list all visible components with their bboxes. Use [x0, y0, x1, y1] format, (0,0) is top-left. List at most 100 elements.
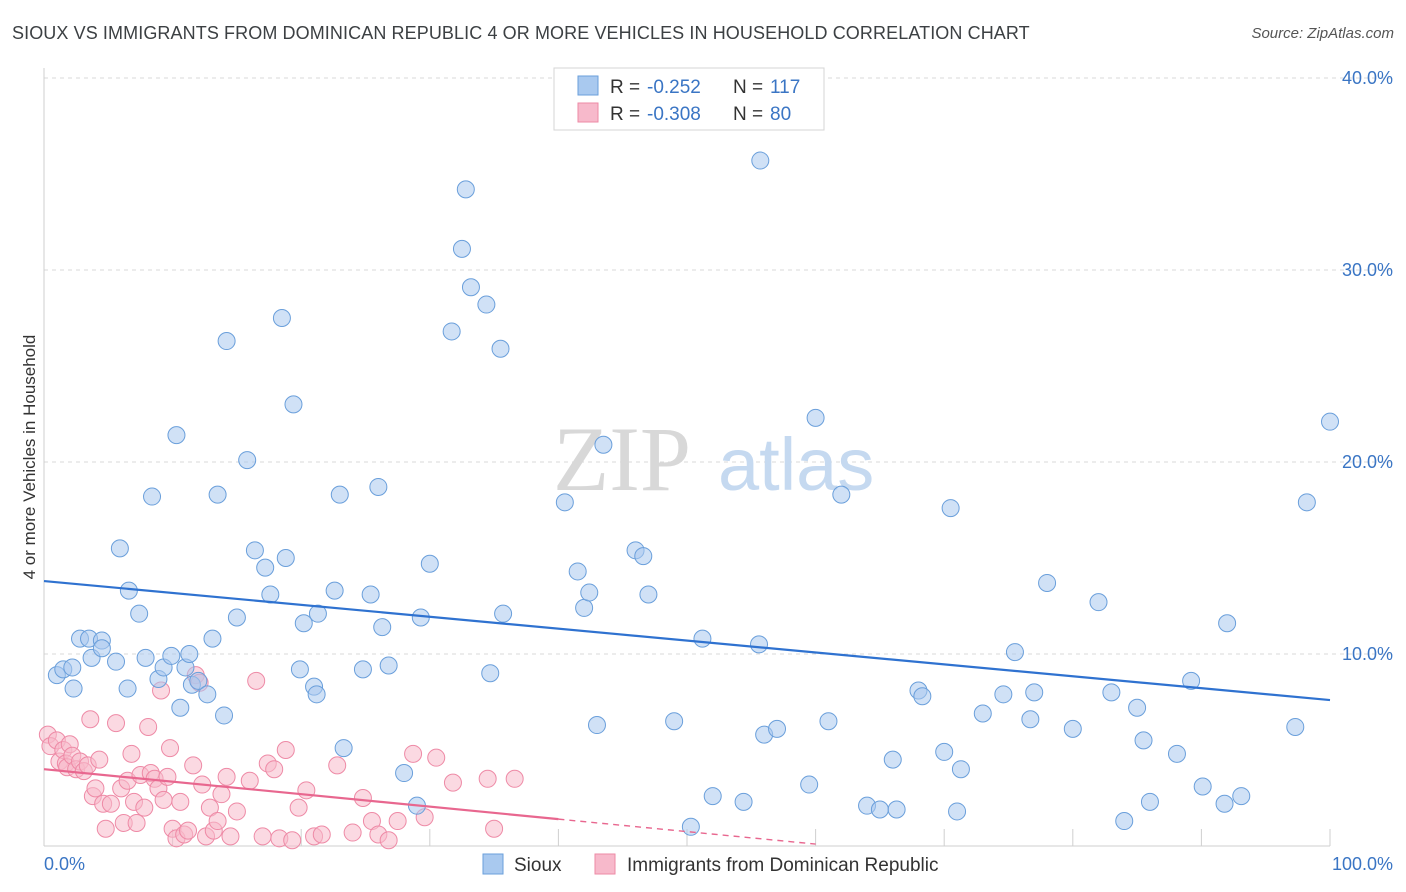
data-point-sioux [477, 295, 496, 314]
data-point-sioux [913, 687, 932, 706]
data-point-dominican-republic [388, 812, 407, 831]
data-point-dominican-republic [379, 831, 398, 850]
data-point-sioux [1102, 683, 1121, 702]
legend-frame [553, 67, 825, 131]
data-point-dominican-republic [221, 827, 240, 846]
data-point-sioux [1025, 683, 1044, 702]
data-point-sioux [870, 800, 889, 819]
series-dominican-republic [38, 666, 524, 850]
data-point-sioux [1140, 792, 1159, 811]
bottom-legend: Sioux Immigrants from Dominican Republic [482, 853, 939, 876]
data-point-sioux [130, 604, 149, 623]
data-point-sioux [1182, 671, 1201, 690]
data-point-dominican-republic [312, 825, 331, 844]
data-point-sioux [941, 499, 960, 518]
data-point-sioux [973, 704, 992, 723]
data-point-sioux [1021, 710, 1040, 729]
data-point-sioux [1321, 412, 1339, 431]
data-point-sioux [734, 792, 753, 811]
bottom-legend-swatch-sioux [482, 853, 504, 875]
data-point-sioux [92, 639, 111, 658]
data-point-sioux [227, 608, 246, 627]
data-point-sioux [1215, 794, 1234, 813]
data-point-dominican-republic [101, 794, 120, 813]
data-point-sioux [750, 635, 769, 654]
y-tick-label: 40.0% [1342, 68, 1393, 88]
data-point-sioux [935, 742, 954, 761]
data-point-dominican-republic [443, 773, 462, 792]
data-point-dominican-republic [184, 756, 203, 775]
data-point-dominican-republic [227, 802, 246, 821]
data-point-sioux [442, 322, 461, 341]
data-point-sioux [665, 712, 684, 731]
legend-r-label: R = [610, 104, 640, 125]
data-point-sioux [594, 435, 613, 454]
legend-swatch-dominican-republic [577, 102, 599, 123]
data-point-dominican-republic [122, 744, 141, 763]
data-point-sioux [1286, 717, 1305, 736]
data-point-sioux [703, 787, 722, 806]
data-point-sioux [284, 395, 303, 414]
data-point-sioux [256, 558, 275, 577]
data-point-sioux [107, 652, 126, 671]
data-point-sioux [1115, 812, 1134, 831]
x-tick-label-100: 100.0% [1332, 854, 1393, 874]
data-point-sioux [639, 585, 658, 604]
data-point-sioux [634, 547, 653, 566]
data-point-sioux [1038, 573, 1057, 592]
data-point-sioux [308, 604, 327, 623]
data-point-dominican-republic [478, 769, 497, 788]
data-point-dominican-republic [139, 717, 158, 736]
data-point-sioux [198, 685, 217, 704]
data-point-dominican-republic [81, 710, 100, 729]
data-point-sioux [143, 487, 162, 506]
data-point-sioux [330, 485, 349, 504]
data-point-dominican-republic [343, 823, 362, 842]
data-point-dominican-republic [283, 831, 302, 850]
data-point-sioux [587, 716, 606, 735]
data-point-dominican-republic [179, 821, 198, 840]
data-point-sioux [353, 660, 372, 679]
data-point-sioux [948, 802, 967, 821]
data-point-sioux [217, 332, 236, 351]
data-point-sioux [1089, 593, 1108, 612]
data-point-dominican-republic [276, 741, 295, 759]
data-point-dominican-republic [135, 798, 154, 817]
y-axis-tick-labels: 10.0% 20.0% 30.0% 40.0% [1342, 68, 1393, 664]
data-point-sioux [325, 581, 344, 600]
watermark: ZIP atlas [553, 408, 874, 510]
data-point-sioux [681, 817, 700, 836]
data-point-sioux [245, 541, 264, 560]
data-point-dominican-republic [505, 769, 524, 788]
data-point-sioux [481, 664, 500, 683]
data-point-sioux [290, 660, 309, 679]
data-point-sioux [887, 800, 906, 819]
data-point-dominican-republic [265, 760, 284, 779]
data-point-sioux [215, 706, 234, 725]
legend-n-value: 117 [770, 77, 800, 98]
data-point-sioux [555, 493, 574, 512]
data-point-sioux [1134, 731, 1153, 750]
bottom-legend-label-dominican-republic: Immigrants from Dominican Republic [627, 855, 939, 876]
trend-lines [43, 579, 1331, 845]
data-point-sioux [951, 760, 970, 779]
data-point-sioux [294, 614, 313, 633]
data-point-dominican-republic [485, 819, 504, 838]
series-sioux [47, 151, 1339, 836]
data-point-sioux [361, 585, 380, 604]
data-point-dominican-republic [127, 813, 146, 832]
gridlines [44, 77, 1393, 655]
data-point-dominican-republic [154, 790, 173, 809]
data-point-sioux [491, 339, 510, 358]
data-point-dominican-republic [161, 739, 180, 758]
data-point-sioux [162, 646, 181, 665]
x-tick-label-0: 0.0% [44, 854, 85, 874]
legend-n-label: N = [733, 104, 763, 125]
data-point-sioux [1005, 643, 1024, 662]
data-point-dominican-republic [212, 785, 231, 804]
data-point-sioux [580, 583, 599, 602]
data-point-sioux [1167, 744, 1186, 763]
data-point-sioux [379, 656, 398, 675]
data-point-sioux [369, 477, 388, 496]
data-point-sioux [768, 719, 787, 738]
